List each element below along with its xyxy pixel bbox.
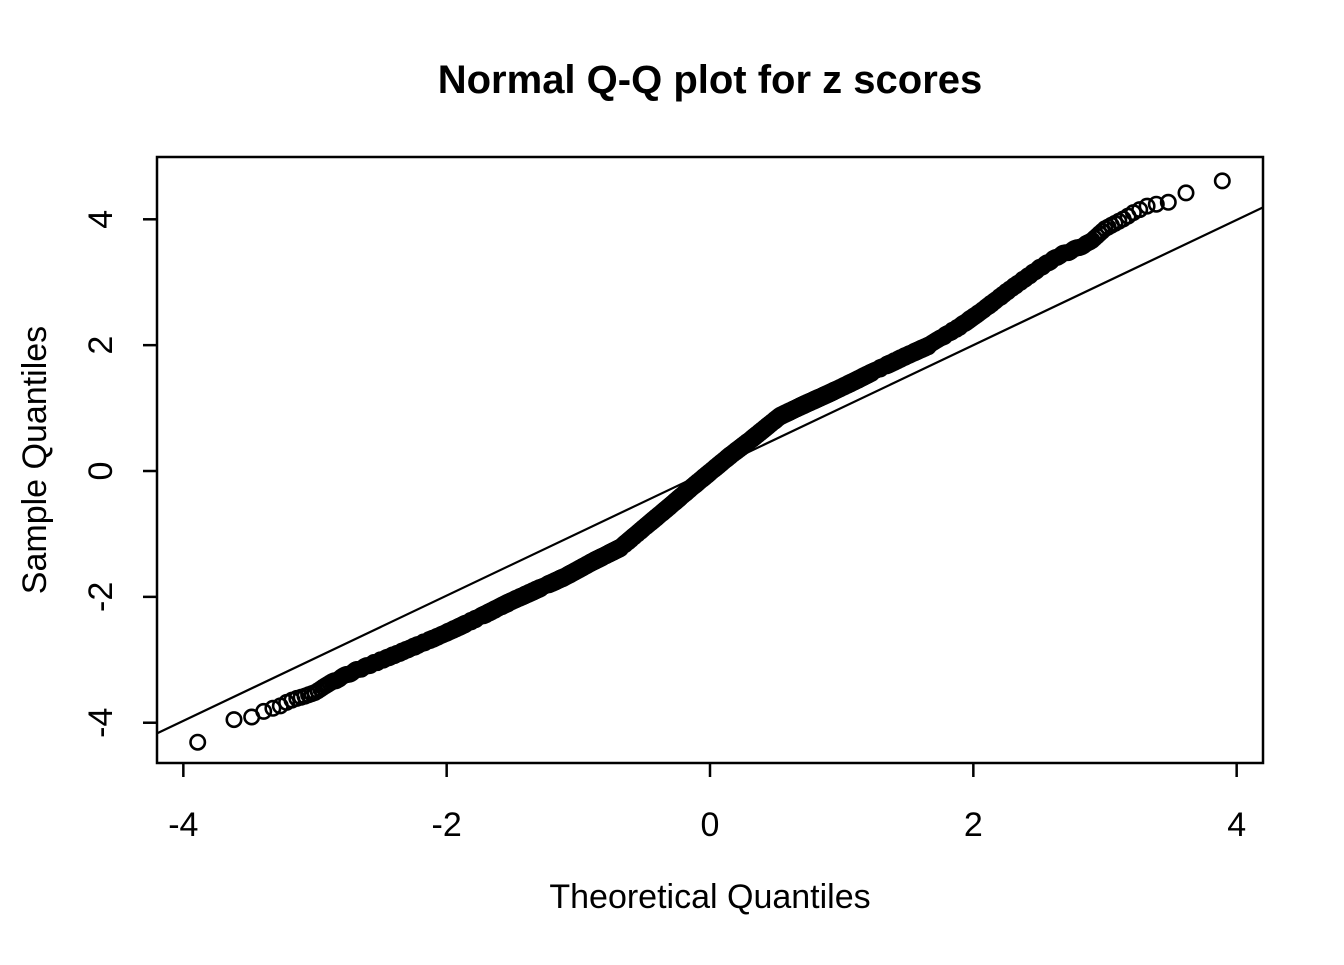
data-point — [1138, 197, 1156, 215]
data-point — [255, 702, 273, 720]
data-point — [189, 733, 207, 751]
y-tick-label: -4 — [82, 708, 120, 738]
data-point — [1213, 172, 1231, 190]
x-tick-label: 2 — [964, 806, 983, 844]
x-axis-ticks: -4 -2 0 2 4 — [168, 763, 1246, 844]
data-point — [1177, 184, 1195, 202]
qq-points-series — [189, 172, 1231, 751]
y-tick-label: 2 — [82, 336, 120, 355]
x-axis-label: Theoretical Quantiles — [549, 878, 870, 916]
x-tick-label: -2 — [432, 806, 462, 844]
plot-frame — [155, 155, 1265, 765]
y-tick-label: -2 — [82, 582, 120, 612]
data-point — [1147, 195, 1165, 213]
chart-title: Normal Q-Q plot for z scores — [438, 58, 983, 102]
x-tick-label: -4 — [168, 806, 198, 844]
y-axis-ticks: -4 -2 0 2 4 — [82, 210, 157, 738]
data-point — [1159, 193, 1177, 211]
y-tick-label: 0 — [82, 462, 120, 481]
data-point — [225, 711, 243, 729]
y-tick-label: 4 — [82, 210, 120, 229]
x-tick-label: 0 — [701, 806, 720, 844]
x-tick-label: 4 — [1227, 806, 1246, 844]
y-axis-label: Sample Quantiles — [16, 326, 54, 594]
data-point — [264, 699, 282, 717]
